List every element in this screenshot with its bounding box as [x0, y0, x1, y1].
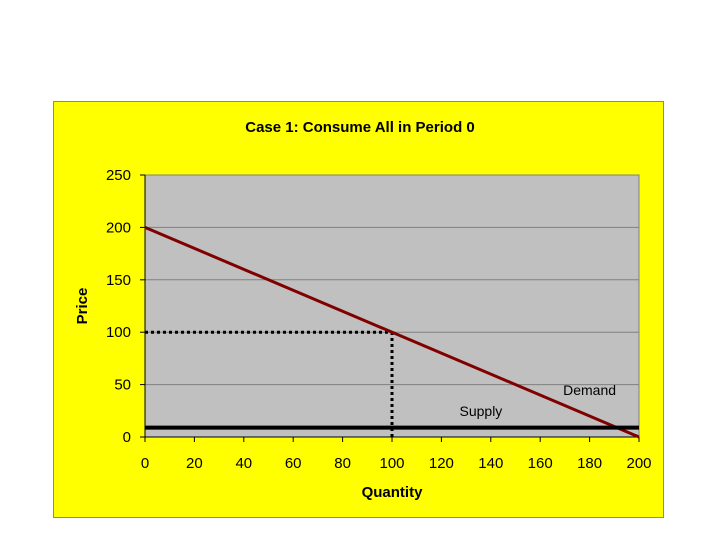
x-tick-label-160: 160	[528, 455, 553, 472]
x-tick-label-40: 40	[235, 455, 252, 472]
x-tick-label-200: 200	[626, 455, 651, 472]
y-tick-label-150: 150	[106, 272, 131, 289]
y-tick-label-50: 50	[114, 377, 131, 394]
x-tick-label-180: 180	[577, 455, 602, 472]
annotation-demand: Demand	[563, 382, 616, 398]
x-tick-label-120: 120	[429, 455, 454, 472]
y-tick-label-250: 250	[106, 167, 131, 184]
y-axis-title: Price	[74, 288, 91, 325]
x-tick-label-140: 140	[478, 455, 503, 472]
series-line-demand	[144, 226, 640, 439]
x-tick-label-80: 80	[334, 455, 351, 472]
x-axis-title: Quantity	[362, 484, 423, 501]
y-tick-label-200: 200	[106, 219, 131, 236]
annotations: Demand Supply	[460, 382, 617, 419]
x-tick-label-20: 20	[186, 455, 203, 472]
chart-svg: Case 1: Consume All in Period 0 0 50 100 15…	[74, 119, 652, 501]
series-lines	[144, 226, 640, 439]
x-tick-label-100: 100	[379, 455, 404, 472]
y-tick-label-100: 100	[106, 324, 131, 341]
x-tick-labels: 0 20 40 60 80 100 120 140 160 180 200	[141, 437, 652, 472]
chart-title: Case 1: Consume All in Period 0	[245, 119, 475, 136]
y-tick-label-0: 0	[123, 429, 131, 446]
x-tick-label-0: 0	[141, 455, 149, 472]
y-tick-labels: 0 50 100 150 200 250	[106, 167, 145, 446]
chart-frame: Case 1: Consume All in Period 0 0 50 100 15…	[53, 101, 664, 518]
x-tick-label-60: 60	[285, 455, 302, 472]
annotation-supply: Supply	[460, 403, 503, 419]
guide-lines	[145, 330, 394, 437]
